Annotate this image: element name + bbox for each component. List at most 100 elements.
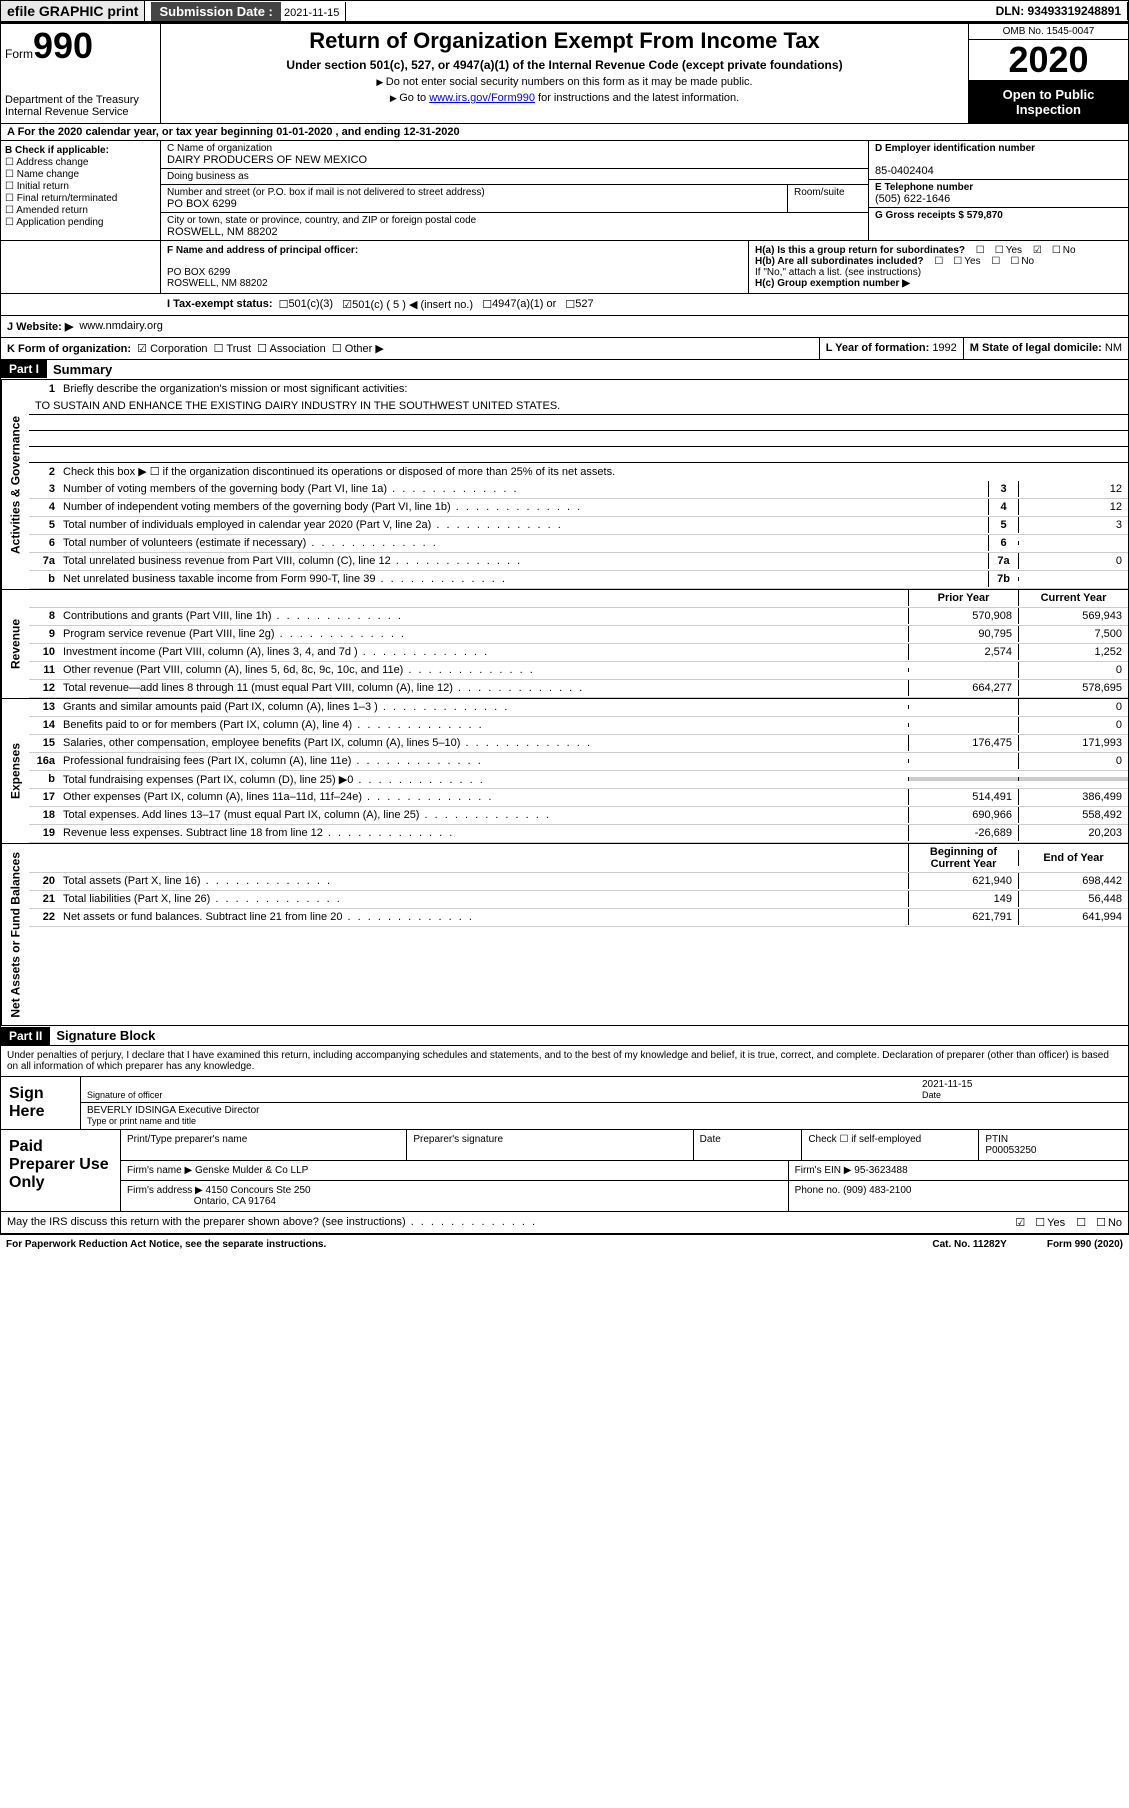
tab-expenses: Expenses <box>1 699 29 843</box>
hb-no[interactable] <box>983 256 1002 267</box>
form990-link[interactable]: www.irs.gov/Form990 <box>429 92 535 104</box>
i-label: I Tax-exempt status: <box>167 298 273 311</box>
line-text: Program service revenue (Part VIII, line… <box>59 626 908 642</box>
part-ii-title: Signature Block <box>50 1026 161 1045</box>
firm-addr2: Ontario, CA 91764 <box>194 1196 276 1207</box>
val-prior <box>908 723 1018 727</box>
line-box: 6 <box>988 535 1018 551</box>
i-501c[interactable]: 501(c) ( 5 ) ◀ (insert no.) <box>352 298 473 311</box>
ha-no[interactable] <box>1025 245 1044 256</box>
line-val <box>1018 541 1128 545</box>
mission: TO SUSTAIN AND ENHANCE THE EXISTING DAIR… <box>29 398 1128 415</box>
chk-amended[interactable]: Amended return <box>5 205 156 216</box>
addr-label: Firm's address ▶ <box>127 1185 203 1196</box>
k-other[interactable]: Other ▶ <box>345 343 384 355</box>
chk-name-change[interactable]: Name change <box>5 169 156 180</box>
officer-addr1: PO BOX 6299 <box>167 267 230 278</box>
line-text: Other expenses (Part IX, column (A), lin… <box>59 789 908 805</box>
val-prior: 90,795 <box>908 626 1018 642</box>
domicile: NM <box>1105 342 1122 354</box>
prep-h2: Preparer's signature <box>407 1130 693 1160</box>
e-label: E Telephone number <box>875 182 973 193</box>
ein-label: Firm's EIN ▶ <box>795 1165 852 1176</box>
top-bar: efile GRAPHIC print Submission Date : 20… <box>0 0 1129 22</box>
line-box: 7a <box>988 553 1018 569</box>
k-corp[interactable]: Corporation <box>150 343 207 355</box>
val-prior: 621,791 <box>908 909 1018 925</box>
g-label: G Gross receipts $ <box>875 210 964 221</box>
line-val <box>1018 577 1128 581</box>
i-527[interactable]: 527 <box>575 298 593 311</box>
type-name-label: Type or print name and title <box>87 1116 1122 1126</box>
m-label: M State of legal domicile: <box>970 342 1102 354</box>
line-text: Total revenue—add lines 8 through 11 (mu… <box>59 680 908 696</box>
val-curr: 56,448 <box>1018 891 1128 907</box>
website[interactable]: www.nmdairy.org <box>79 320 163 333</box>
i-501c3[interactable]: 501(c)(3) <box>288 298 333 311</box>
form-title: Return of Organization Exempt From Incom… <box>169 28 960 54</box>
val-curr: 558,492 <box>1018 807 1128 823</box>
val-prior: 690,966 <box>908 807 1018 823</box>
val-curr: 1,252 <box>1018 644 1128 660</box>
tab-revenue: Revenue <box>1 590 29 698</box>
f-label: F Name and address of principal officer: <box>167 245 358 256</box>
sig-date: 2021-11-15 <box>922 1079 1122 1090</box>
line-text: Total assets (Part X, line 16) <box>59 873 908 889</box>
firm-name: Genske Mulder & Co LLP <box>195 1165 308 1176</box>
line-box: 4 <box>988 499 1018 515</box>
line-box: 3 <box>988 481 1018 497</box>
officer-addr2: ROSWELL, NM 88202 <box>167 278 268 289</box>
department: Department of the Treasury Internal Reve… <box>5 94 156 118</box>
chk-final-return[interactable]: Final return/terminated <box>5 193 156 204</box>
k-trust[interactable]: Trust <box>226 343 251 355</box>
ha-label: H(a) Is this a group return for subordin… <box>755 245 965 256</box>
ha-yes[interactable] <box>968 245 987 256</box>
val-curr: 20,203 <box>1018 825 1128 841</box>
firm-label: Firm's name ▶ <box>127 1165 192 1176</box>
chk-app-pending[interactable]: Application pending <box>5 217 156 228</box>
sig-date-label: Date <box>922 1090 1122 1100</box>
firm-phone: (909) 483-2100 <box>843 1185 911 1196</box>
chk-address-change[interactable]: Address change <box>5 157 156 168</box>
street-label: Number and street (or P.O. box if mail i… <box>167 187 485 198</box>
line-text: Total fundraising expenses (Part IX, col… <box>59 771 908 788</box>
chk-initial-return[interactable]: Initial return <box>5 181 156 192</box>
prep-h3: Date <box>694 1130 803 1160</box>
part-i-hdr: Part I <box>1 360 47 378</box>
year-formed: 1992 <box>932 342 956 354</box>
discuss-yes[interactable] <box>1007 1217 1027 1229</box>
hb-note: If "No," attach a list. (see instruction… <box>755 267 1122 278</box>
street: PO BOX 6299 <box>167 198 237 210</box>
k-label: K Form of organization: <box>7 343 131 355</box>
line-val: 12 <box>1018 481 1128 497</box>
val-curr <box>1018 777 1128 781</box>
org-name: DAIRY PRODUCERS OF NEW MEXICO <box>167 154 367 166</box>
val-prior <box>908 668 1018 672</box>
submission-date-label: Submission Date : <box>151 2 280 21</box>
prep-h4[interactable]: Check ☐ if self-employed <box>802 1130 979 1160</box>
prep-h1: Print/Type preparer's name <box>121 1130 407 1160</box>
hb-label: H(b) Are all subordinates included? <box>755 256 924 267</box>
city: ROSWELL, NM 88202 <box>167 226 278 238</box>
val-curr: 578,695 <box>1018 680 1128 696</box>
k-assoc[interactable]: Association <box>270 343 326 355</box>
l-label: L Year of formation: <box>826 342 930 354</box>
val-curr: 641,994 <box>1018 909 1128 925</box>
form-word: Form <box>5 47 33 61</box>
i-4947[interactable]: 4947(a)(1) or <box>492 298 556 311</box>
submission-date: 2021-11-15 <box>284 7 339 19</box>
discuss-no[interactable] <box>1068 1217 1088 1229</box>
phone-label: Phone no. <box>795 1185 841 1196</box>
line2-label: Check this box ▶ ☐ if the organization d… <box>59 463 1128 480</box>
footer-form: Form 990 (2020) <box>1047 1239 1123 1250</box>
row-a-period: A For the 2020 calendar year, or tax yea… <box>0 124 1129 141</box>
val-curr: 7,500 <box>1018 626 1128 642</box>
efile-print-button[interactable]: efile GRAPHIC print <box>1 1 145 21</box>
hb-yes[interactable] <box>926 256 945 267</box>
val-prior: 149 <box>908 891 1018 907</box>
line-text: Number of independent voting members of … <box>59 499 988 515</box>
officer-name: BEVERLY IDSINGA Executive Director <box>87 1105 1122 1116</box>
hdr-beg: Beginning of Current Year <box>908 844 1018 872</box>
ptin: P00053250 <box>985 1145 1036 1156</box>
tax-year: 2020 <box>969 40 1128 81</box>
